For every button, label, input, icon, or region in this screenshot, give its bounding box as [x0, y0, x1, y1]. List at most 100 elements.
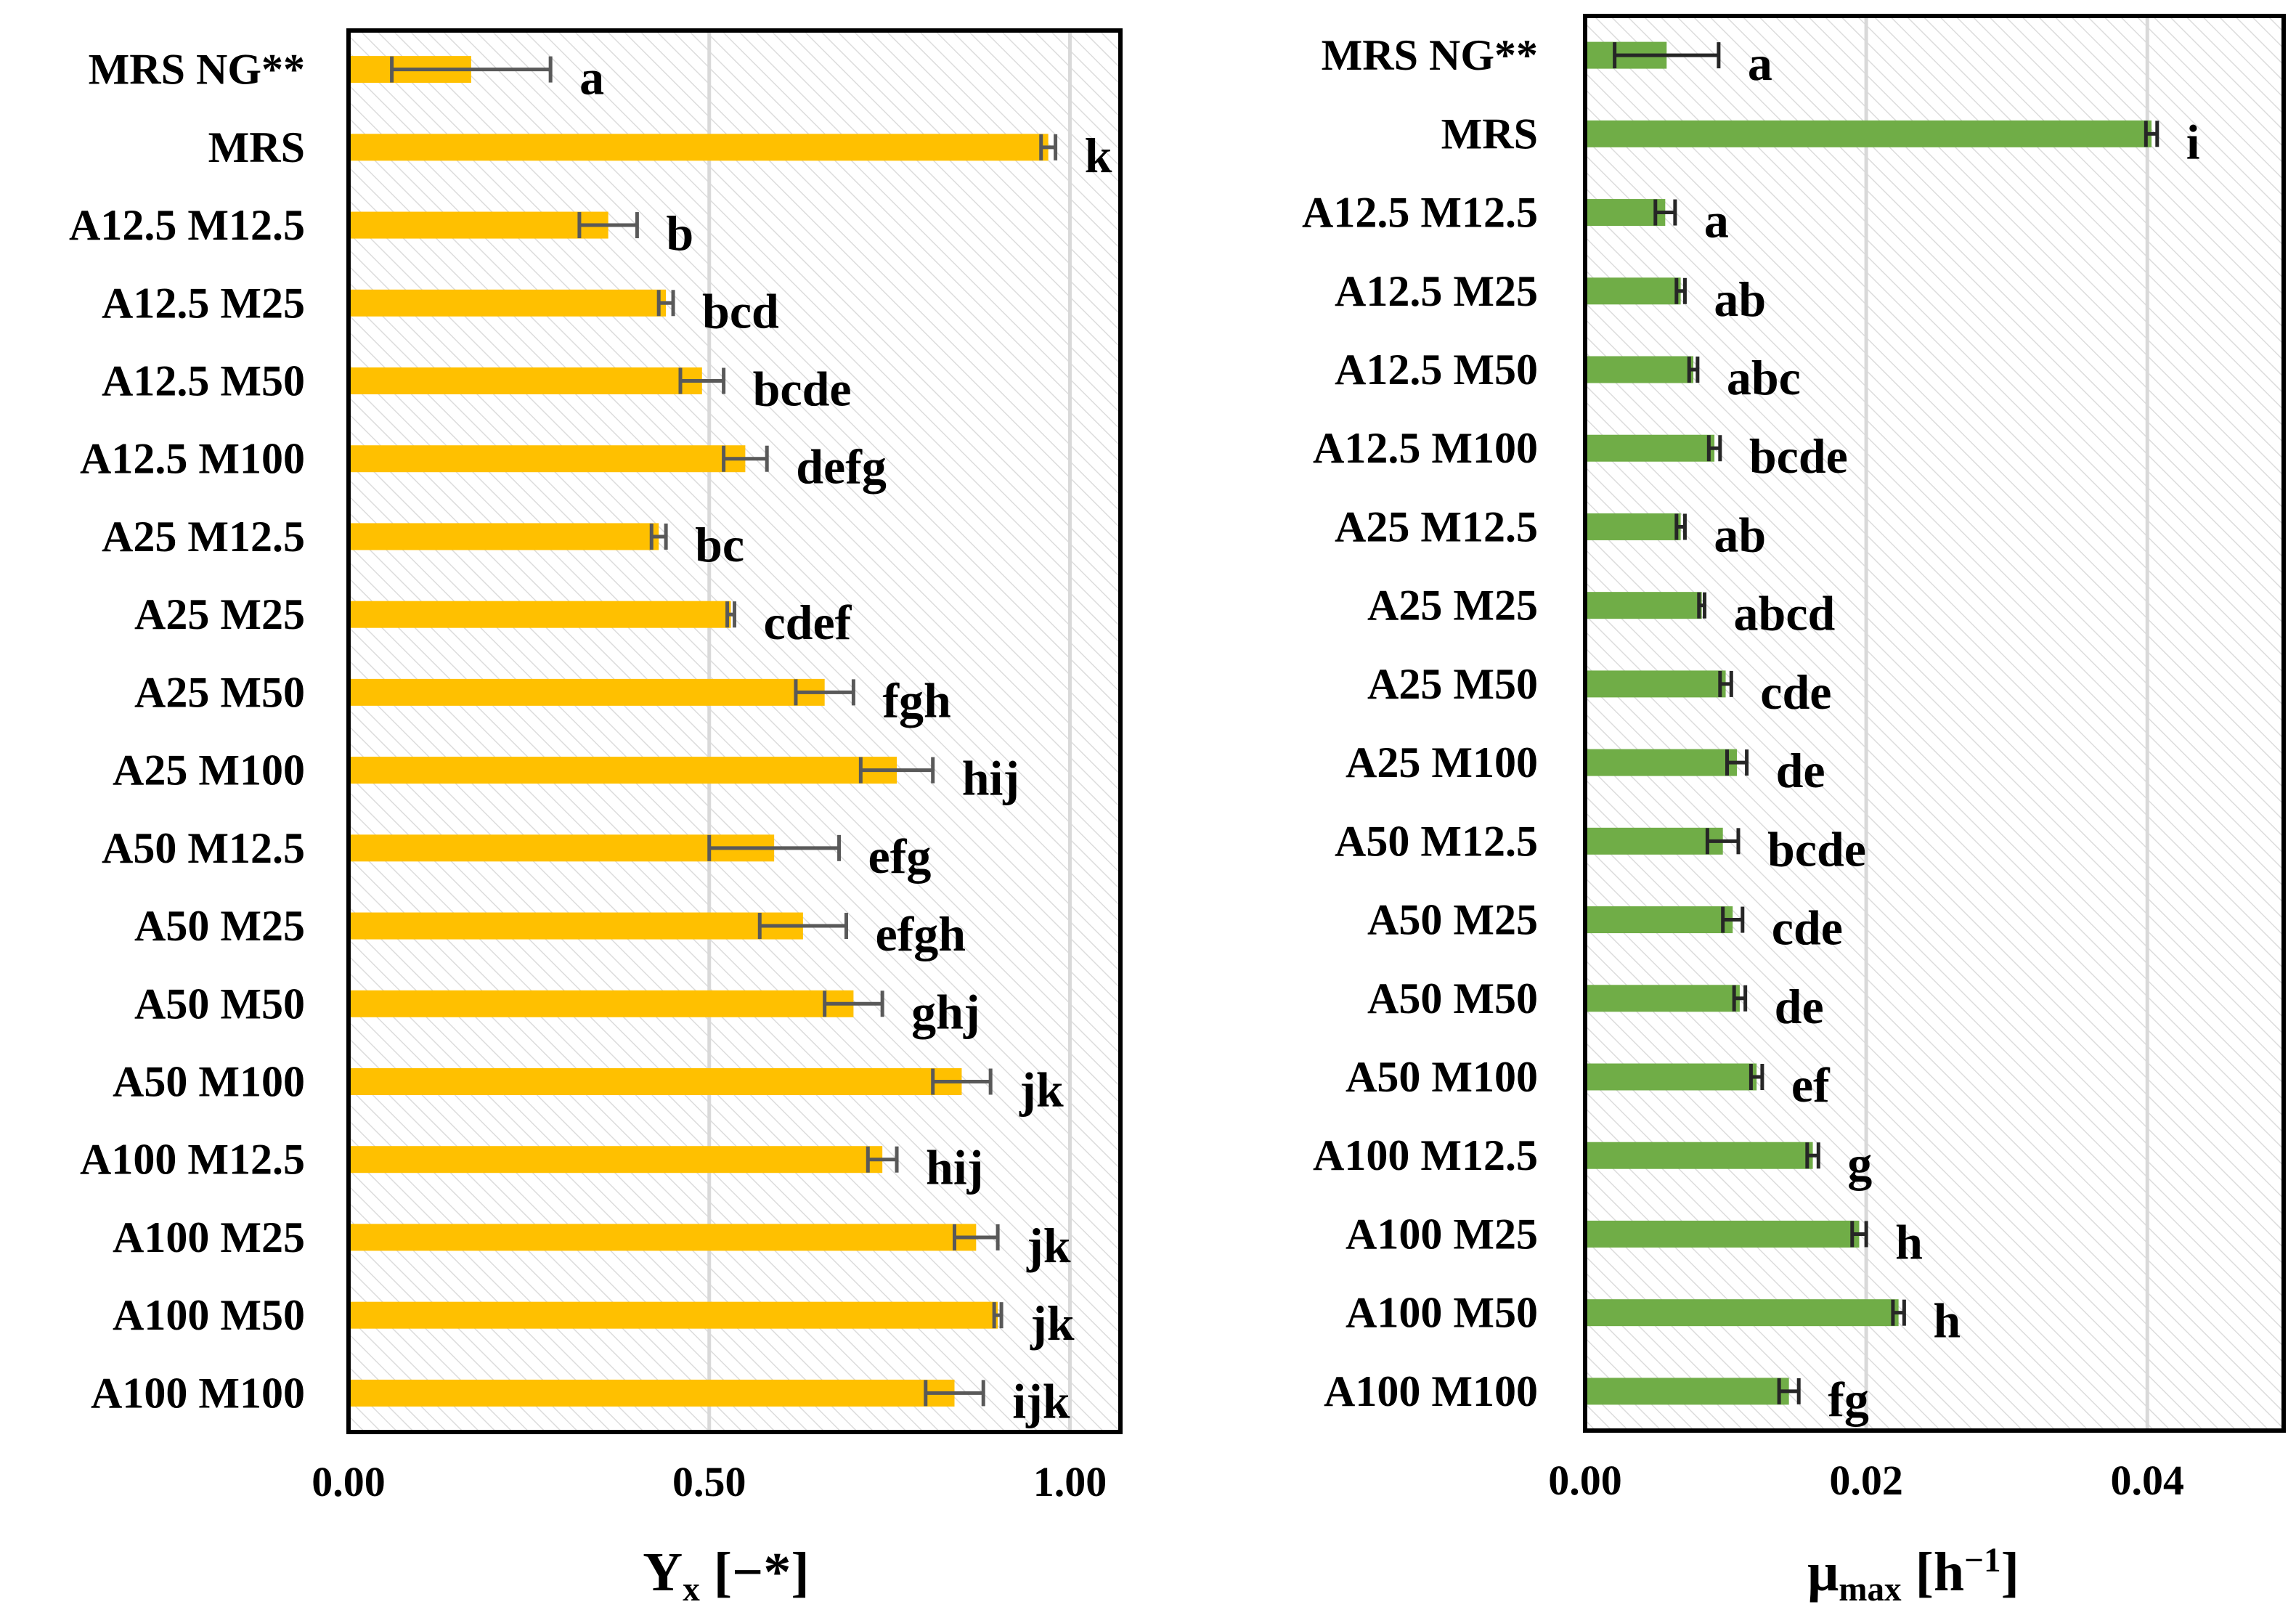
yield-error-bar	[678, 367, 726, 394]
growth-rate-category-label: A25 M50	[1367, 660, 1538, 708]
yield-bar	[349, 211, 608, 239]
growth-rate-significance-letter: de	[1775, 979, 1824, 1034]
yield-bar	[349, 912, 803, 940]
growth-rate-tick-label: 0.02	[1829, 1457, 1903, 1504]
growth-rate-error-bar	[1705, 828, 1741, 855]
yield-error-bar	[757, 913, 848, 940]
yield-significance-letter: cdef	[764, 595, 852, 650]
yield-error-bar	[823, 991, 884, 1017]
yield-significance-letter: defg	[796, 439, 887, 495]
growth-rate-category-label: A12.5 M100	[1313, 424, 1538, 472]
growth-rate-error-bar	[1725, 749, 1749, 776]
yield-significance-letter: jk	[1026, 1218, 1071, 1273]
growth-rate-significance-letter: bcde	[1767, 821, 1866, 876]
growth-rate-error-bar	[1891, 1299, 1906, 1326]
yield-bar	[349, 757, 897, 784]
yield-category-label: A100 M50	[113, 1291, 305, 1339]
yield-error-bar	[794, 679, 855, 706]
growth-rate-bar	[1585, 434, 1715, 462]
growth-rate-bar	[1585, 513, 1681, 540]
yield-error-bar	[992, 1302, 1004, 1329]
growth-rate-error-bar	[1749, 1064, 1764, 1090]
yield-error-bar	[1039, 134, 1058, 160]
yield-bar	[349, 367, 702, 394]
growth-rate-significance-letter: ab	[1714, 507, 1766, 562]
yield-category-label: A12.5 M12.5	[69, 201, 305, 249]
growth-rate-error-bar	[1718, 670, 1733, 697]
growth-rate-category-label: A50 M25	[1367, 896, 1538, 944]
growth-rate-error-bar	[1653, 199, 1677, 226]
yield-category-label: A50 M50	[134, 980, 305, 1028]
yield-significance-letter: jk	[1030, 1295, 1075, 1351]
growth-rate-category-label: MRS	[1441, 110, 1538, 158]
yield-error-bar	[924, 1380, 985, 1407]
yield-error-bar	[725, 601, 736, 628]
growth-rate-category-label: A100 M25	[1346, 1210, 1538, 1258]
growth-rate-bar	[1585, 1063, 1757, 1091]
growth-rate-category-label: A12.5 M25	[1335, 267, 1538, 315]
growth-rate-error-bar	[2144, 121, 2159, 147]
yield-category-label: A100 M100	[91, 1369, 305, 1417]
growth-rate-error-bar	[1805, 1142, 1820, 1169]
yield-significance-letter: fgh	[882, 672, 950, 728]
growth-rate-category-label: A12.5 M12.5	[1302, 189, 1538, 237]
growth-rate-error-bar	[1613, 42, 1721, 69]
growth-rate-error-bar	[1721, 906, 1745, 933]
growth-rate-error-bar	[1706, 435, 1722, 462]
yield-bar	[349, 1146, 883, 1173]
yield-tick-label: 0.00	[312, 1458, 386, 1505]
yield-significance-letter: hij	[962, 751, 1019, 806]
yield-error-bar	[577, 212, 639, 239]
growth-rate-error-bar	[1777, 1378, 1801, 1404]
yield-error-bar	[858, 757, 935, 784]
yield-significance-letter: ghj	[911, 984, 980, 1039]
growth-rate-significance-letter: h	[1895, 1214, 1923, 1269]
yield-category-label: A25 M12.5	[102, 513, 305, 561]
yield-error-bar	[649, 523, 668, 550]
yield-category-label: A25 M100	[113, 747, 305, 794]
growth-rate-category-label: A100 M100	[1324, 1367, 1538, 1415]
growth-rate-plot-border	[1583, 14, 2286, 1433]
growth-rate-tick-label: 0.04	[2110, 1457, 2184, 1504]
yield-significance-letter: k	[1085, 128, 1112, 183]
yield-chart: MRS NG** a MRS k A12.5 M12.5 b A12.5 M25 bcd A12…	[69, 28, 1123, 1608]
yield-significance-letter: efg	[868, 829, 932, 884]
yield-category-label: A100 M25	[113, 1213, 305, 1261]
yield-error-bar	[707, 834, 842, 861]
growth-rate-error-bar	[1687, 357, 1700, 383]
yield-bar	[349, 523, 659, 550]
yield-category-label: A12.5 M25	[102, 279, 305, 327]
growth-rate-plot-area	[1585, 16, 2284, 1431]
growth-rate-bar	[1585, 1142, 1813, 1169]
yield-bar	[349, 601, 731, 628]
growth-rate-error-bar	[1674, 513, 1687, 540]
yield-bar	[349, 1224, 977, 1251]
yield-error-bar	[656, 290, 675, 317]
growth-rate-significance-letter: fg	[1828, 1372, 1869, 1427]
yield-error-bar	[866, 1146, 899, 1173]
growth-rate-significance-letter: cde	[1760, 664, 1831, 720]
growth-rate-category-label: A50 M50	[1367, 975, 1538, 1022]
growth-rate-category-label: A100 M12.5	[1313, 1131, 1538, 1179]
yield-plot-area	[349, 30, 1120, 1432]
growth-rate-axis-title: μmax [h−1]	[1807, 1542, 2019, 1608]
yield-significance-letter: b	[666, 206, 693, 261]
growth-rate-significance-letter: g	[1847, 1136, 1872, 1191]
growth-rate-significance-letter: i	[2186, 114, 2200, 169]
growth-rate-bar	[1585, 1378, 1789, 1405]
yield-error-bar	[931, 1068, 993, 1095]
growth-rate-bar	[1585, 827, 1723, 855]
growth-rate-significance-letter: cde	[1772, 900, 1843, 956]
growth-rate-bar	[1585, 670, 1726, 698]
growth-rate-significance-letter: abc	[1727, 350, 1801, 405]
yield-plot-border	[346, 28, 1123, 1434]
growth-rate-tick-label: 0.00	[1548, 1457, 1622, 1504]
growth-rate-chart: MRS NG** a MRS i A12.5 M12.5 a A12.5 M25 ab A12.…	[1302, 14, 2286, 1608]
growth-rate-significance-letter: abcd	[1734, 586, 1836, 641]
growth-rate-error-bar	[1674, 277, 1687, 304]
yield-significance-letter: efgh	[875, 906, 966, 961]
growth-rate-bar	[1585, 1299, 1899, 1327]
yield-error-bar	[722, 445, 769, 472]
yield-bar	[349, 678, 825, 706]
